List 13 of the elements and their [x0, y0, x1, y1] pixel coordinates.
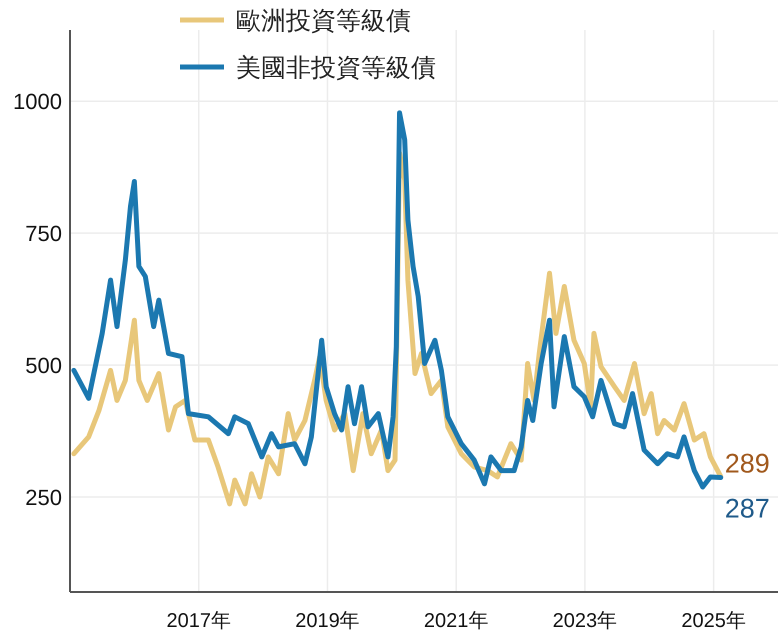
y-tick-label: 750	[25, 221, 62, 246]
x-tick-label: 2019年	[295, 610, 360, 632]
y-tick-label: 500	[25, 353, 62, 378]
legend-label: 美國非投資等級債	[236, 54, 436, 82]
x-tick-label: 2025年	[681, 610, 746, 632]
x-tick-label: 2017年	[166, 610, 231, 632]
x-tick-label: 2021年	[424, 610, 488, 632]
legend-label: 歐洲投資等級債	[236, 7, 411, 35]
y-tick-label: 1000	[13, 89, 62, 114]
y-tick-label: 250	[25, 485, 62, 510]
annotation: 289	[724, 448, 770, 478]
annotation: 287	[724, 493, 770, 524]
x-tick-label: 2023年	[552, 610, 618, 632]
